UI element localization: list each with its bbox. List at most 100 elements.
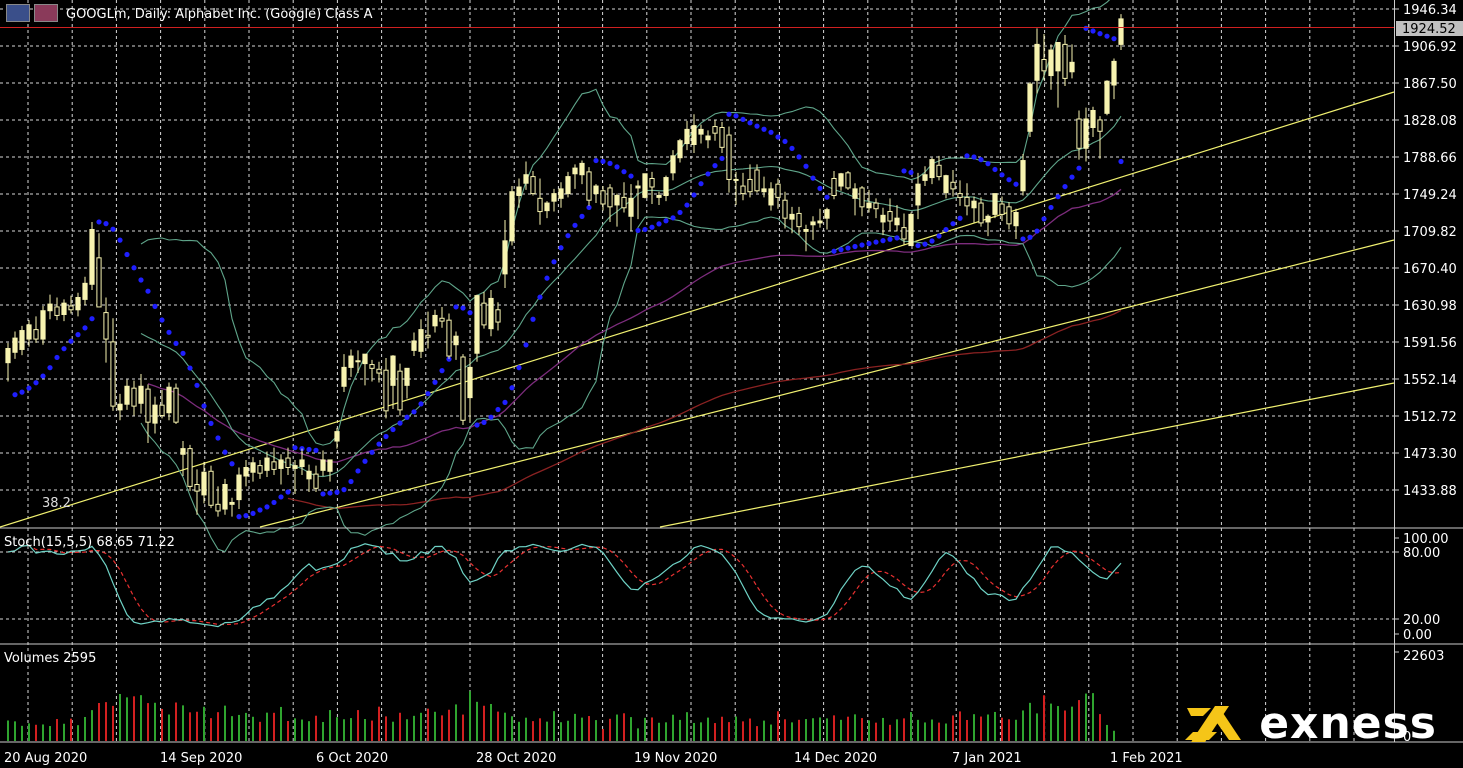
volume-bar [434,711,436,741]
volume-bars [7,691,1115,741]
volume-bar [203,706,205,741]
volume-bar [420,712,422,741]
sar-dot [187,365,193,371]
sar-dot [40,373,46,379]
sar-dot [1076,165,1082,171]
volume-bar [1036,713,1038,741]
candle-body [740,185,746,195]
trend-channel-lines[interactable] [0,91,1395,528]
sar-dot [1104,33,1110,39]
volume-bar [35,724,37,741]
volume-bar [497,711,499,741]
sar-dot [320,491,326,497]
candle-body [537,197,543,213]
volume-bar [1050,703,1052,741]
candle-body [89,229,95,285]
candle-body [894,217,900,226]
candle-body [859,187,865,208]
sar-dot [880,238,886,244]
volume-bar [504,712,506,741]
sar-dot [768,129,774,135]
candle-body [1006,206,1012,225]
sar-dot [957,215,963,221]
sar-dot [1069,174,1075,180]
volume-bar [637,728,639,741]
volume-bar [280,706,282,741]
volume-bar [392,721,394,741]
volume-bar [609,718,611,741]
sar-dot [390,426,396,433]
candle-body [299,459,305,468]
candle-body [250,462,256,473]
volume-bar [987,714,989,741]
svg-text:20.00: 20.00 [1403,613,1440,628]
sar-dot [110,226,116,232]
sar-dot [817,185,823,191]
sar-dot [754,123,760,129]
candle-body [61,302,67,315]
volume-bar [735,716,737,741]
candle-body [992,193,998,215]
svg-text:22603: 22603 [1403,649,1444,664]
sar-dot [54,354,60,361]
candle-body [572,167,578,175]
sar-dot [628,173,634,179]
candle-body [831,178,837,196]
symbol-window-icon[interactable] [34,4,58,22]
sar-dot [432,379,438,385]
candle-body [663,177,669,197]
volume-bar [693,722,695,741]
candle-body [271,461,277,470]
sar-dot [271,499,277,506]
volume-bar [518,721,520,741]
sar-dot [460,305,466,311]
candle-body [803,229,809,232]
volume-bar [336,717,338,741]
sar-dot [1013,181,1019,187]
volume-bar [952,715,954,741]
candle-body [593,185,599,195]
sar-dot [467,310,473,316]
candle-body [866,202,872,209]
candle-body [789,213,795,220]
volume-bar [980,716,982,741]
svg-text:19 Nov 2020: 19 Nov 2020 [634,751,717,766]
candle-body [586,171,592,201]
sar-dot [579,213,585,219]
volume-bar [175,702,177,741]
candle-body [334,431,340,442]
sar-dot [446,356,452,362]
sar-dot [845,245,851,251]
svg-text:20 Aug 2020: 20 Aug 2020 [4,751,87,766]
volume-bar [70,718,72,741]
sar-dot [516,365,522,371]
volume-bar [455,704,457,741]
sar-dot [19,389,25,395]
sar-dot [1090,28,1096,34]
candle-body [782,199,788,219]
sar-dot [943,226,949,233]
volume-bar [623,713,625,741]
sar-dot [1097,31,1103,37]
sar-dot [96,219,102,225]
sar-dot [621,169,627,175]
volume-bar [7,720,9,741]
svg-text:1591.56: 1591.56 [1403,336,1457,351]
chart-window-icon[interactable] [6,4,30,22]
volume-bar [630,717,632,741]
stoch-signal-line [7,544,1122,626]
sar-dot [313,447,319,453]
sar-dot [642,226,648,233]
volume-bar [868,720,870,741]
volume-bar [1001,717,1003,741]
volume-bar [686,712,688,741]
sar-dot [733,113,739,119]
y-axis-volume: 22603 0 [1403,649,1444,745]
sar-dot [425,391,431,397]
sar-dot [936,233,942,239]
volume-bar [126,697,128,741]
sar-dot [1020,236,1026,242]
candle-body [180,448,186,455]
sar-dot [250,510,256,517]
